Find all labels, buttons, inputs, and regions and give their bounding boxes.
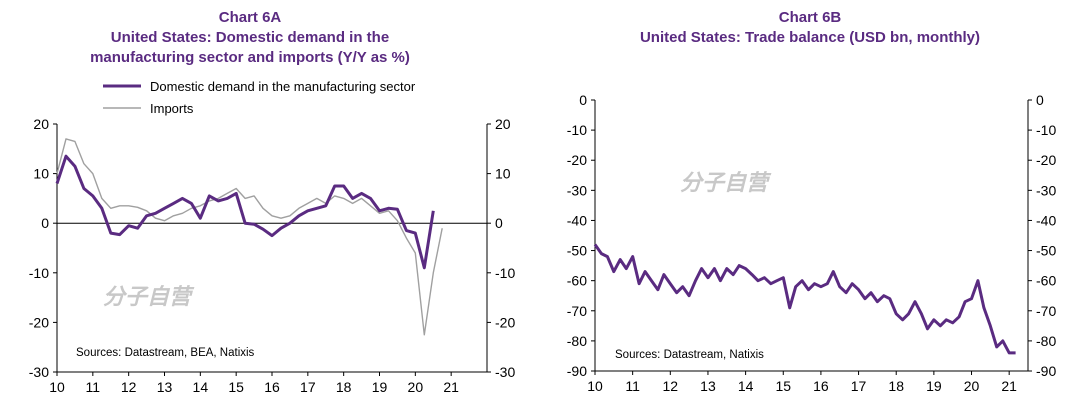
- chart-6b-y-tick-label-right: -70: [1036, 303, 1056, 319]
- chart-6a-y-tick-label-right: -30: [495, 364, 515, 380]
- chart-6b-y-tick-label-right: -10: [1036, 122, 1056, 138]
- chart-6b-x-tick-label: 21: [1001, 378, 1017, 394]
- chart-6a-y-tick-label-left: -20: [29, 314, 49, 330]
- chart-6a-title-line2: manufacturing sector and imports (Y/Y as…: [90, 49, 410, 66]
- chart-6b-x-tick-label: 20: [964, 378, 980, 394]
- chart-6a-title: Chart 6A United States: Domestic demand …: [20, 8, 480, 68]
- chart-6b-y-tick-label-left: -80: [567, 333, 587, 349]
- chart-6a-y-tick-label-right: 0: [495, 215, 503, 231]
- chart-6b-x-tick-label: 12: [663, 378, 679, 394]
- chart-6a-panel: Chart 6A United States: Domestic demand …: [0, 0, 520, 407]
- chart-6a-y-tick-label-left: 20: [33, 116, 49, 132]
- chart-6b-watermark: 分子自营: [680, 170, 772, 195]
- chart-6a-y-tick-label-right: -20: [495, 314, 515, 330]
- chart-6b-source-note: Sources: Datastream, Natixis: [615, 349, 764, 361]
- chart-6a-x-tick-label: 13: [157, 379, 173, 395]
- chart-6a-legend-label-0: Domestic demand in the manufacturing sec…: [150, 79, 416, 94]
- chart-6a-x-tick-label: 21: [443, 379, 459, 395]
- chart-6b-x-tick-label: 14: [738, 378, 754, 394]
- chart-6b-y-tick-label-right: -40: [1036, 212, 1056, 228]
- chart-6b-x-tick-label: 15: [775, 378, 791, 394]
- chart-6b-x-tick-label: 18: [888, 378, 904, 394]
- chart-6b-x-tick-label: 11: [625, 378, 640, 394]
- chart-6b-y-tick-label-left: -10: [567, 122, 587, 138]
- chart-6a-x-tick-label: 16: [264, 379, 280, 395]
- chart-6b-y-tick-label-left: -40: [567, 212, 587, 228]
- chart-6b-x-tick-label: 10: [587, 378, 603, 394]
- chart-6a-title-line1: United States: Domestic demand in the: [110, 29, 390, 46]
- chart-6b-svg: 0 0 -10 -10 -20 -20 -30 -30 -40 -40 -50 -50 -60 -60 -7…: [567, 92, 1057, 394]
- chart-6b-y-tick-label-left: -70: [567, 303, 587, 319]
- chart-6b-title: Chart 6B United States: Trade balance (U…: [540, 8, 1080, 48]
- chart-6b-y-tick-label-left: -50: [567, 243, 587, 259]
- chart-6a-x-tick-label: 20: [408, 379, 424, 395]
- chart-6a-x-tick-label: 15: [228, 379, 244, 395]
- chart-6a-y-tick-label-left: 10: [33, 166, 49, 182]
- chart-6a-legend-label-1: Imports: [150, 101, 194, 116]
- chart-6a-y-tick-label-left: -30: [29, 364, 49, 380]
- chart-6b-y-tick-label-left: 0: [579, 92, 587, 108]
- chart-6a-series-line-1: [56, 138, 443, 336]
- chart-6b-y-tick-label-right: -30: [1036, 182, 1056, 198]
- chart-6a-y-tick-label-right: -10: [495, 265, 515, 281]
- chart-6a-series-line-0: [55, 154, 435, 270]
- chart-6b-x-tick-label: 17: [851, 378, 867, 394]
- chart-6b-x-tick-label: 13: [700, 378, 716, 394]
- chart-6b-title-text: United States: Trade balance (USD bn, mo…: [639, 29, 981, 46]
- chart-6a-watermark: 分子自营: [103, 284, 195, 309]
- chart-6a-y-tick-label-left: -10: [29, 265, 49, 281]
- chart-6a-x-tick-label: 11: [86, 379, 101, 395]
- chart-6b-y-tick-label-right: -20: [1036, 152, 1056, 168]
- chart-6a-label: Chart 6A: [218, 9, 282, 26]
- chart-6b-y-tick-label-right: -90: [1036, 363, 1056, 379]
- chart-6b-panel: Chart 6B United States: Trade balance (U…: [540, 0, 1080, 407]
- chart-6a-y-tick-label-left: 0: [41, 215, 49, 231]
- chart-6a-source-note: Sources: Datastream, BEA, Natixis: [76, 347, 255, 359]
- chart-6b-y-tick-label-right: -50: [1036, 243, 1056, 259]
- chart-6b-y-tick-label-left: -90: [567, 363, 587, 379]
- chart-6b-y-tick-label-left: -20: [567, 152, 587, 168]
- chart-6b-y-tick-label-right: -80: [1036, 333, 1056, 349]
- chart-6b-y-tick-label-right: 0: [1036, 92, 1044, 108]
- chart-6b-y-tick-label-right: -60: [1036, 273, 1056, 289]
- chart-6b-label: Chart 6B: [778, 9, 842, 26]
- chart-6a-x-tick-label: 10: [49, 379, 65, 395]
- chart-6a-x-tick-label: 12: [121, 379, 137, 395]
- chart-6b-x-tick-label: 16: [813, 378, 829, 394]
- chart-6a-y-tick-label-right: 20: [495, 116, 511, 132]
- chart-6b-y-tick-label-left: -30: [567, 182, 587, 198]
- chart-6a-x-tick-label: 14: [193, 379, 209, 395]
- chart-6b-series-line-0: [593, 243, 1016, 355]
- chart-6b-y-tick-label-left: -60: [567, 273, 587, 289]
- chart-6b-x-tick-label: 19: [926, 378, 942, 394]
- chart-6a-x-tick-label: 18: [336, 379, 352, 395]
- chart-6a-x-tick-label: 19: [372, 379, 388, 395]
- chart-6a-x-tick-label: 17: [300, 379, 316, 395]
- chart-6a-y-tick-label-right: 10: [495, 166, 511, 182]
